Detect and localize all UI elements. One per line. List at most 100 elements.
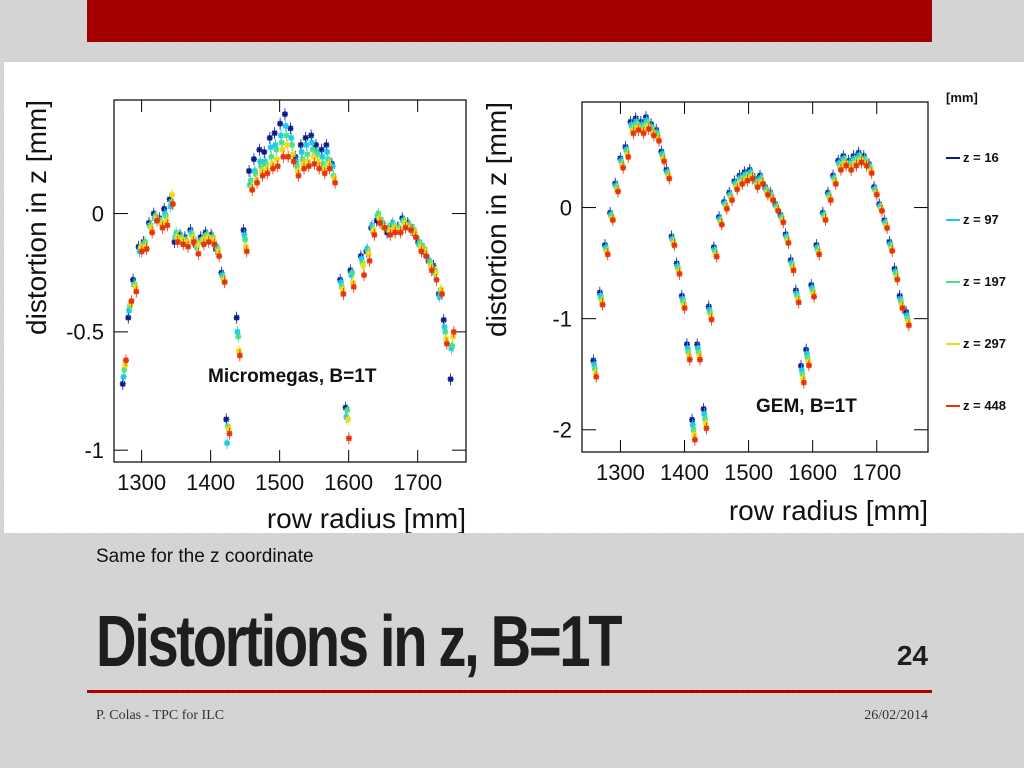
- data-point: [311, 157, 318, 170]
- data-point: [863, 159, 870, 172]
- data-point: [249, 183, 256, 196]
- footer-author: P. Colas - TPC for ILC: [96, 708, 225, 723]
- data-point: [240, 224, 247, 237]
- data-point: [159, 221, 166, 234]
- data-point: [376, 217, 383, 230]
- data-point: [259, 169, 266, 182]
- data-point: [185, 240, 192, 253]
- data-point: [169, 188, 176, 201]
- data-point: [236, 344, 243, 357]
- data-point: [298, 146, 305, 159]
- charts-panel: [4, 62, 1024, 533]
- data-point: [242, 240, 249, 253]
- data-point: [174, 235, 181, 248]
- data-point: [858, 156, 865, 169]
- data-point: [180, 238, 187, 251]
- data-point: [246, 164, 253, 177]
- data-point: [349, 276, 356, 289]
- data-point: [718, 218, 725, 231]
- legend-label: z = 448: [963, 398, 1006, 413]
- data-point: [656, 134, 663, 147]
- data-point: [645, 122, 652, 135]
- data-point: [387, 228, 394, 241]
- x-tick-label: 1300: [596, 460, 645, 485]
- data-point: [843, 159, 850, 172]
- data-point: [661, 155, 668, 168]
- data-point: [418, 245, 425, 258]
- footer-date: 26/02/2014: [864, 708, 928, 723]
- data-point: [247, 174, 254, 187]
- data-point: [345, 413, 352, 426]
- data-point: [305, 155, 312, 168]
- plot-frame: [113, 99, 467, 463]
- data-point: [278, 136, 285, 149]
- data-point: [305, 160, 312, 173]
- data-point: [729, 194, 736, 207]
- data-point: [128, 295, 135, 308]
- data-point: [873, 188, 880, 201]
- data-point: [371, 228, 378, 241]
- data-point: [790, 264, 797, 277]
- data-point: [392, 226, 399, 239]
- data-point: [744, 174, 751, 187]
- x-axis-label: row radius [mm]: [267, 503, 466, 533]
- data-point: [289, 138, 296, 151]
- data-point: [271, 127, 278, 140]
- data-point: [143, 243, 150, 256]
- data-point: [428, 264, 435, 277]
- data-point: [288, 131, 295, 144]
- data-point: [297, 138, 304, 151]
- data-point: [308, 129, 315, 142]
- data-point: [848, 163, 855, 176]
- data-point: [264, 167, 271, 180]
- data-point: [224, 437, 231, 450]
- data-point: [318, 143, 325, 156]
- data-point: [759, 177, 766, 190]
- data-point: [138, 245, 145, 258]
- data-point: [360, 259, 367, 272]
- data-point: [412, 231, 419, 244]
- data-point: [321, 167, 328, 180]
- x-axis-label: row radius [mm]: [729, 495, 928, 526]
- data-point: [417, 240, 424, 253]
- data-point: [408, 224, 415, 237]
- data-point: [899, 302, 906, 315]
- data-point: [169, 198, 176, 211]
- data-point: [432, 266, 439, 279]
- data-point: [205, 235, 212, 248]
- data-point: [689, 413, 696, 426]
- data-point: [805, 359, 812, 372]
- data-point: [324, 146, 331, 159]
- data-point: [615, 185, 621, 198]
- data-point: [630, 127, 637, 140]
- data-point: [125, 311, 132, 324]
- data-point: [816, 248, 823, 261]
- data-point: [329, 160, 336, 173]
- data-point: [798, 359, 805, 372]
- data-point: [162, 209, 169, 222]
- chart-annotation: GEM, B=1T: [756, 396, 857, 417]
- data-point: [277, 129, 284, 142]
- data-point: [691, 433, 698, 446]
- data-point: [785, 236, 792, 249]
- data-point: [309, 143, 316, 156]
- y-tick-label: 0: [560, 195, 572, 220]
- data-point: [345, 432, 352, 445]
- data-point: [120, 370, 127, 383]
- data-point: [281, 108, 288, 121]
- data-point: [215, 245, 222, 258]
- data-point: [397, 226, 404, 239]
- data-point: [285, 150, 292, 163]
- data-point: [811, 290, 818, 303]
- data-point: [447, 373, 454, 386]
- footer-divider: [87, 690, 932, 693]
- slide-title: Distortions in z, B=1T: [96, 602, 623, 682]
- data-point: [640, 127, 647, 140]
- data-point: [267, 141, 274, 154]
- data-point: [277, 117, 284, 130]
- data-point: [609, 214, 616, 227]
- data-point: [443, 337, 450, 350]
- data-point: [905, 319, 912, 332]
- data-point: [243, 245, 250, 258]
- data-point: [190, 235, 197, 248]
